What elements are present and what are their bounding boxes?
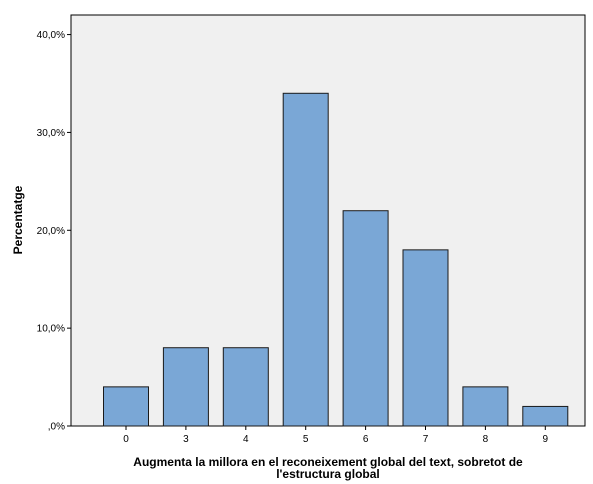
bar-7 bbox=[402, 249, 449, 427]
bar-8 bbox=[462, 386, 509, 427]
x-tick-label: 3 bbox=[183, 434, 189, 445]
x-tick-label: 7 bbox=[423, 434, 429, 445]
x-axis-title-line-1: Augmenta la millora en el reconeixement … bbox=[133, 455, 523, 469]
x-tick-label: 9 bbox=[543, 434, 549, 445]
y-tick-label: 30,0% bbox=[37, 128, 65, 139]
y-tick-label: 20,0% bbox=[37, 226, 65, 237]
bars-group bbox=[103, 92, 569, 427]
y-axis: ,0% 10,0% 20,0% 30,0% 40,0% bbox=[37, 30, 71, 433]
bar-4 bbox=[222, 347, 269, 427]
y-tick-label: 10,0% bbox=[37, 324, 65, 335]
bar-3 bbox=[162, 347, 209, 427]
x-tick-label: 4 bbox=[243, 434, 249, 445]
y-tick-label: ,0% bbox=[48, 422, 65, 433]
x-tick-label: 6 bbox=[363, 434, 369, 445]
x-tick-label: 0 bbox=[123, 434, 129, 445]
bar-6 bbox=[342, 210, 389, 427]
x-axis: 0 3 4 5 6 7 8 9 bbox=[123, 426, 549, 445]
x-tick-label: 5 bbox=[303, 434, 309, 445]
bar-5 bbox=[282, 92, 329, 427]
bar-0 bbox=[103, 386, 149, 427]
x-tick-label: 8 bbox=[483, 434, 489, 445]
y-axis-title: Percentatge bbox=[11, 185, 25, 254]
y-tick-label: 40,0% bbox=[37, 30, 65, 41]
bar-9 bbox=[522, 405, 569, 427]
x-axis-title-line-2: l'estructura global bbox=[276, 467, 380, 481]
